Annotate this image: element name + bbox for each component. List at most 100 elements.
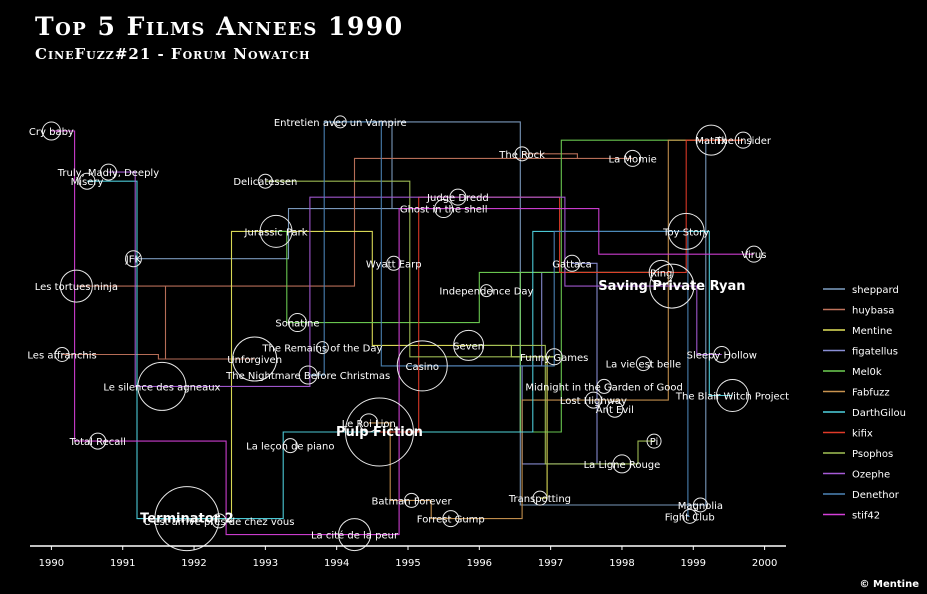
film-bubble: [211, 513, 227, 529]
film-label: Midnight in the Garden of Good: [525, 382, 683, 393]
film-bubble: [287, 313, 307, 333]
film-label: Truly, Madly, Deeply: [57, 168, 159, 179]
legend-entry: stif42: [852, 511, 880, 522]
film-label: Ant Evil: [596, 405, 634, 416]
film-bubble: [612, 454, 632, 474]
film-label: The Blair Witch Project: [675, 392, 789, 403]
film-bubble: [404, 492, 420, 508]
film-bubble: [667, 212, 705, 250]
x-tick-label: 1999: [681, 558, 706, 569]
film-label: Pulp Fiction: [336, 425, 423, 440]
chart-subtitle: CineFuzz#21 - Forum Nowatch: [35, 45, 311, 63]
film-bubble: [282, 438, 298, 454]
series-line-fabfuzz: [368, 139, 744, 520]
series-line-ozephe: [108, 171, 722, 387]
series-line-stif42: [51, 130, 754, 536]
film-bubble: [563, 254, 581, 272]
x-tick-label: 2000: [752, 558, 777, 569]
film-bubble: [646, 433, 662, 449]
film-label: Jurassic Park: [244, 227, 308, 238]
film-label: Transpotting: [508, 494, 571, 505]
film-label: Saving Private Ryan: [598, 279, 745, 294]
legend-entry: kifix: [852, 429, 873, 440]
film-bubble: [695, 124, 727, 156]
film-label: La leçon de piano: [246, 442, 334, 453]
film-bubble: [89, 432, 107, 450]
film-bubble: [596, 378, 612, 394]
film-bubble: [59, 269, 93, 303]
film-bubble: [232, 336, 278, 382]
film-label: Funny Games: [520, 353, 588, 364]
x-tick-label: 1990: [39, 558, 64, 569]
film-label: Les affranchis: [27, 350, 96, 361]
x-tick-label: 1995: [395, 558, 420, 569]
film-bubble: [259, 214, 293, 248]
legend-entry: Mel0k: [852, 367, 882, 378]
film-bubble: [344, 397, 414, 467]
series-line-denethor: [308, 121, 690, 517]
film-bubble: [99, 163, 117, 181]
film-label: Ghost in the shell: [400, 205, 488, 216]
film-label: Misery: [71, 177, 104, 188]
film-bubble: [154, 486, 220, 552]
film-bubble: [532, 490, 548, 506]
film-label: Matrix: [695, 136, 727, 147]
film-bubble: [434, 199, 454, 219]
film-label: Virus: [741, 250, 766, 261]
film-label: Lost Highway: [560, 396, 627, 407]
film-bubble: [359, 413, 379, 433]
film-bubble: [606, 400, 624, 418]
film-label: Entretien avec un Vampire: [274, 118, 407, 129]
film-label: The Rock: [498, 150, 545, 161]
series-line-huybasa: [62, 153, 633, 360]
copyright: © Mentine: [859, 579, 919, 590]
film-label: The Insider: [714, 136, 772, 147]
film-label: Independence Day: [439, 287, 533, 298]
film-label: Terminator 2: [140, 512, 234, 527]
film-label: Toy Story: [662, 227, 709, 238]
film-bubble: [298, 365, 318, 385]
film-label: Magnolia: [678, 501, 723, 512]
series-line-psophos: [265, 180, 655, 465]
film-label: Sleepy Hollow: [687, 350, 757, 361]
film-label: Batman Forever: [372, 496, 453, 507]
film-bubble: [649, 263, 695, 309]
film-bubble: [396, 340, 448, 392]
film-label: Casino: [405, 362, 439, 373]
film-label: Le silence des agneaux: [103, 382, 220, 393]
film-label: La vie est belle: [606, 360, 682, 371]
film-label: The Nightmare Before Christmas: [225, 371, 390, 382]
film-label: Fight Club: [665, 512, 715, 523]
legend-entry: DarthGilou: [852, 408, 906, 419]
film-label: Delicatessen: [233, 177, 297, 188]
film-bubble: [716, 379, 750, 413]
legend-entry: Denethor: [852, 490, 900, 501]
film-bubble: [624, 149, 642, 167]
film-label: Cry baby: [29, 127, 74, 138]
film-label: Total Recall: [69, 437, 126, 448]
legend-entry: Fabfuzz: [852, 388, 890, 399]
film-bubble: [124, 250, 142, 268]
chart-title: Top 5 Films Annees 1990: [35, 12, 404, 41]
film-bubble: [682, 508, 698, 524]
film-bubble: [692, 497, 708, 513]
film-bubble: [386, 255, 402, 271]
film-bubble: [745, 245, 763, 263]
film-bubble: [734, 131, 752, 149]
film-label: Forrest Gump: [417, 515, 485, 526]
film-bubble: [78, 172, 96, 190]
film-bubble: [545, 348, 563, 366]
series-line-sheppard: [133, 121, 712, 506]
film-label: Ring: [650, 268, 672, 279]
film-bubble: [648, 259, 674, 285]
film-label: JFK: [125, 255, 142, 266]
film-label: La Momie: [609, 154, 657, 165]
legend-entry: sheppard: [852, 285, 899, 296]
film-label: Pi: [650, 437, 659, 448]
film-bubble: [514, 146, 530, 162]
film-label: Seven: [453, 341, 484, 352]
film-bubble: [584, 391, 602, 409]
film-bubble: [333, 115, 347, 129]
film-label: Gattaca: [552, 259, 591, 270]
